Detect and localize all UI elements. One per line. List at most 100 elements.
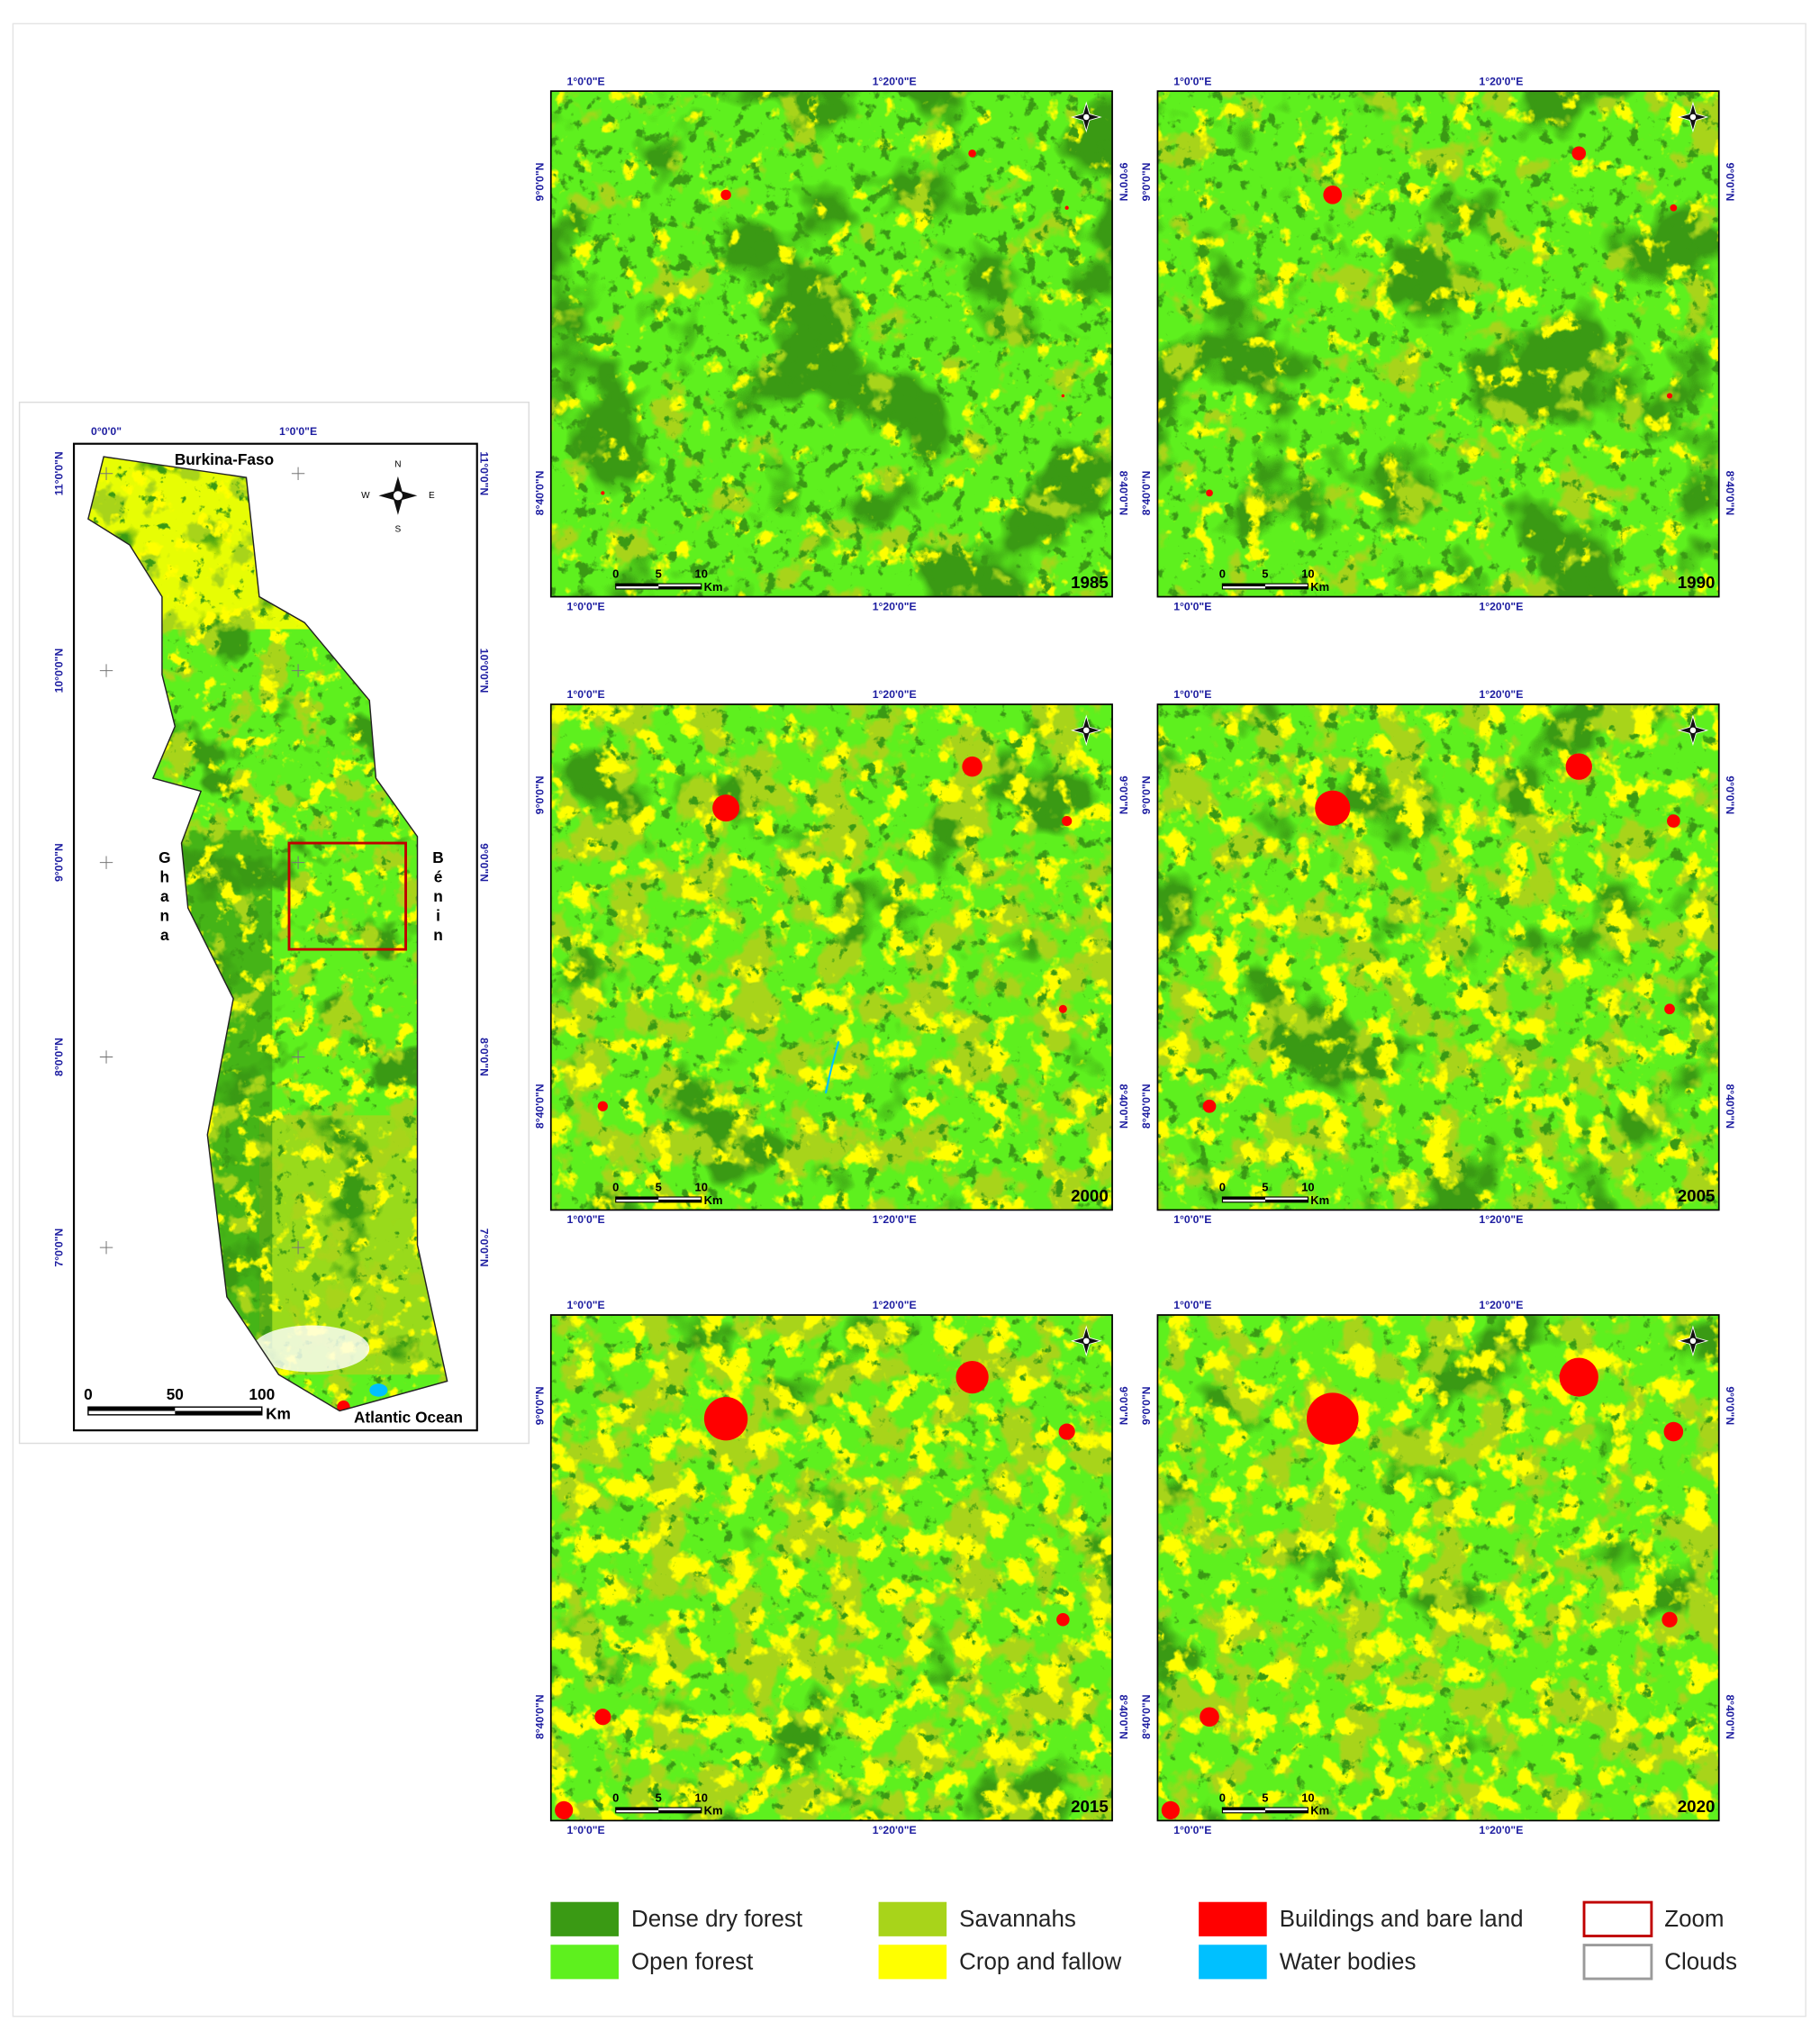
legend-label: Zoom bbox=[1664, 1907, 1724, 1932]
graticule-cross bbox=[99, 467, 113, 481]
lon-label: 1°20'0"E bbox=[1479, 688, 1523, 701]
lat-label: 8°0'0"N bbox=[478, 1038, 491, 1076]
lat-label: 8°40'0"N bbox=[533, 1694, 546, 1739]
lon-label: 1°0'0"E bbox=[1173, 75, 1211, 87]
built-up-area bbox=[1667, 814, 1680, 828]
scale-label: 0 bbox=[1219, 1791, 1226, 1804]
overview-border bbox=[18, 401, 530, 1445]
panel-frame bbox=[1156, 703, 1720, 1211]
scale-label: 10 bbox=[1301, 1180, 1314, 1193]
country-label-letter: n bbox=[433, 887, 443, 905]
lon-label: 1°20'0"E bbox=[1479, 75, 1523, 87]
panel-year: 2005 bbox=[1678, 1186, 1716, 1205]
built-up-area bbox=[955, 1360, 989, 1394]
lon-label: 1°0'0"E bbox=[567, 75, 605, 87]
legend-swatch bbox=[1199, 1945, 1267, 1980]
built-up-area bbox=[601, 491, 605, 495]
compass-center bbox=[1689, 1337, 1698, 1346]
country-label-letter: h bbox=[160, 867, 170, 885]
scale-label: 10 bbox=[1301, 567, 1314, 581]
country-label-letter: a bbox=[160, 887, 169, 905]
built-up-area bbox=[1571, 146, 1587, 161]
zoom-box bbox=[287, 841, 407, 951]
lat-label: 8°40'0"N bbox=[1724, 1694, 1736, 1739]
compass-center bbox=[1082, 1337, 1091, 1346]
scale-unit: Km bbox=[704, 1193, 723, 1207]
legend-swatch bbox=[1582, 1944, 1653, 1981]
legend-label: Buildings and bare land bbox=[1280, 1907, 1524, 1932]
scale-label: 10 bbox=[695, 1791, 708, 1804]
map-panel: 1°0'0"E 1°0'0"E 1°20'0"E 1°20'0"E 9°0'0"N 9°0… bbox=[533, 1299, 1129, 1836]
built-up-area bbox=[1058, 1004, 1067, 1013]
map-panel: 1°0'0"E 1°0'0"E 1°20'0"E 1°20'0"E 9°0'0"N 9°0… bbox=[533, 688, 1129, 1226]
clouds bbox=[252, 1325, 370, 1373]
lat-label: 9°0'0"N bbox=[1117, 163, 1129, 202]
lat-label: 9°0'0"N bbox=[1117, 775, 1129, 814]
country-label-letter: B bbox=[432, 848, 443, 866]
lon-label: 1°20'0"E bbox=[1479, 600, 1523, 612]
built-up-area bbox=[1064, 205, 1069, 210]
built-up-area bbox=[1663, 1421, 1684, 1442]
land-cover-patches bbox=[550, 1315, 1113, 1821]
scale-label: 10 bbox=[695, 567, 708, 581]
scale-bar-black bbox=[1264, 1809, 1308, 1813]
overview-map: 11°0'0"N 11°0'0"N 10°0'0"N 10°0'0"N 9°0'0"N 9… bbox=[52, 425, 491, 1432]
country-label-letter: i bbox=[436, 907, 440, 925]
land-cover bbox=[550, 91, 1113, 597]
scale-label: 5 bbox=[1262, 567, 1268, 581]
legend-swatch bbox=[1582, 1900, 1653, 1937]
lon-label: 1°20'0"E bbox=[873, 1213, 917, 1226]
scale-bar-black bbox=[615, 1808, 659, 1810]
panel-frame bbox=[549, 703, 1113, 1211]
panel-year: 1985 bbox=[1071, 573, 1109, 592]
map-panel: 1°0'0"E 1°0'0"E 1°20'0"E 1°20'0"E 9°0'0"N 9°0… bbox=[1140, 688, 1736, 1226]
lon-label: 1°0'0"E bbox=[1173, 1299, 1211, 1311]
legend-label: Clouds bbox=[1664, 1950, 1737, 1975]
land-cover-patches bbox=[550, 704, 1113, 1210]
built-up-area bbox=[720, 189, 731, 201]
built-up-area bbox=[1058, 1423, 1075, 1440]
graticule-cross bbox=[99, 664, 113, 677]
graticule-cross bbox=[291, 856, 305, 869]
compass-letter: W bbox=[361, 491, 370, 501]
compass-letter: S bbox=[395, 524, 402, 534]
built-up-area bbox=[1565, 753, 1592, 780]
lat-label: 8°0'0"N bbox=[52, 1038, 65, 1076]
lat-label: 8°40'0"N bbox=[1140, 471, 1153, 516]
country-label-letter: n bbox=[160, 907, 170, 925]
lat-label: 9°0'0"N bbox=[533, 163, 546, 202]
country-label: Burkina-Faso bbox=[175, 450, 274, 468]
scale-label: 5 bbox=[656, 567, 662, 581]
graticule-cross bbox=[291, 664, 305, 677]
lat-label: 8°40'0"N bbox=[1117, 1694, 1129, 1739]
scale-label: 5 bbox=[656, 1180, 662, 1193]
graticule-cross bbox=[291, 467, 305, 481]
map-panel: 1°0'0"E 1°0'0"E 1°20'0"E 1°20'0"E 9°0'0"N 9°0… bbox=[1140, 75, 1736, 612]
built-up-area bbox=[555, 1800, 574, 1819]
scale-label: 10 bbox=[1301, 1791, 1314, 1804]
panel-year: 2000 bbox=[1071, 1186, 1109, 1205]
scale-label: 10 bbox=[695, 1180, 708, 1193]
scale-unit: Km bbox=[1310, 1193, 1329, 1207]
map-panel: 1°0'0"E 1°0'0"E 1°20'0"E 1°20'0"E 9°0'0"N 9°0… bbox=[1140, 1299, 1736, 1836]
built-up-area bbox=[1200, 1707, 1219, 1727]
lat-label: 10°0'0"N bbox=[478, 648, 491, 694]
lat-label: 8°40'0"N bbox=[1117, 1084, 1129, 1129]
lat-label: 8°40'0"N bbox=[1140, 1694, 1153, 1739]
built-up-area bbox=[1062, 815, 1073, 827]
scale-bar-black bbox=[87, 1407, 176, 1411]
legend-label: Open forest bbox=[631, 1950, 754, 1975]
graticule-cross bbox=[291, 1240, 305, 1255]
lat-label: 7°0'0"N bbox=[52, 1229, 65, 1267]
lat-label: 11°0'0"N bbox=[52, 451, 65, 495]
lon-label: 1°0'0"E bbox=[1173, 1824, 1211, 1836]
panel-year: 2015 bbox=[1071, 1797, 1109, 1816]
scale-label: 50 bbox=[167, 1385, 184, 1403]
graticule-cross bbox=[291, 1050, 305, 1064]
lat-label: 9°0'0"N bbox=[1724, 163, 1736, 202]
scale-label: 0 bbox=[1219, 567, 1226, 581]
togo-outline bbox=[87, 456, 448, 1412]
built-up-area bbox=[962, 756, 982, 777]
land-cover bbox=[1157, 704, 1719, 1210]
